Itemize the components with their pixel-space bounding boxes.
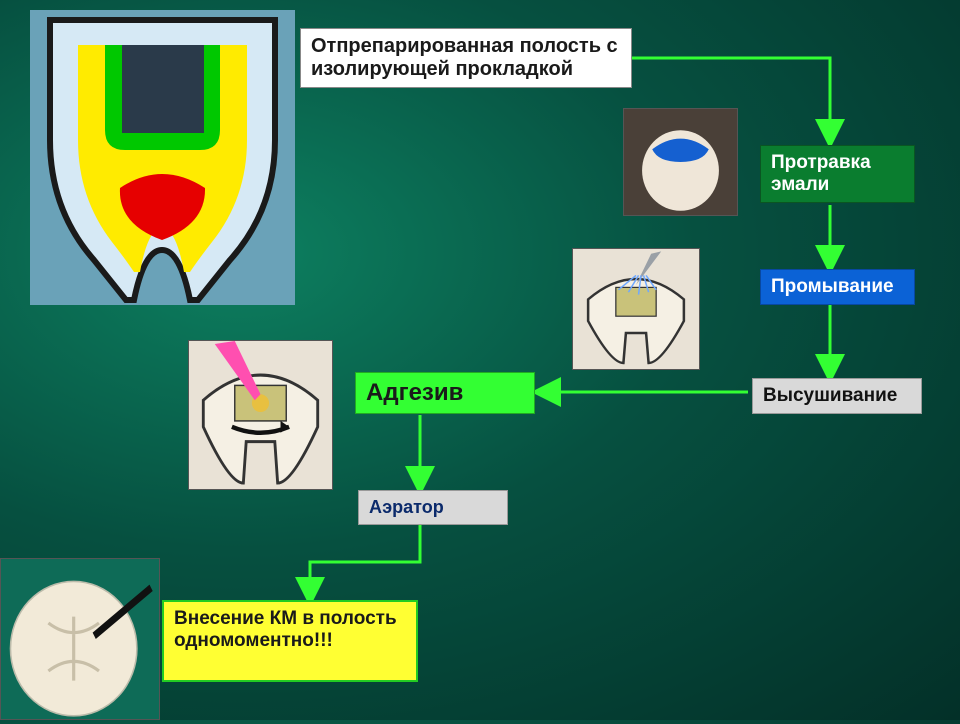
- final-restoration-photo: [0, 558, 160, 720]
- tooth-cross-section: [30, 10, 295, 305]
- label-text: Высушивание: [763, 385, 897, 406]
- step-aerator: Аэратор: [358, 490, 508, 525]
- step-drying: Высушивание: [752, 378, 922, 414]
- step-filling: Внесение КМ в полость одномоментно!!!: [162, 600, 418, 682]
- adhesive-illustration: [188, 340, 333, 490]
- step-prepared-cavity: Отпрепарированная полость с изолирующей …: [300, 28, 632, 88]
- label-text: Протравка эмали: [771, 152, 871, 195]
- etch-photo: [623, 108, 738, 216]
- rinse-illustration: [572, 248, 700, 370]
- step-etching: Протравка эмали: [760, 145, 915, 203]
- step-adhesive: Адгезив: [355, 372, 535, 414]
- label-text: Отпрепарированная полость с изолирующей …: [311, 35, 618, 80]
- label-text: Аэратор: [369, 497, 444, 517]
- label-text: Адгезив: [366, 379, 463, 406]
- step-rinsing: Промывание: [760, 269, 915, 305]
- label-text: Промывание: [771, 276, 894, 297]
- label-text: Внесение КМ в полость одномоментно!!!: [174, 608, 397, 651]
